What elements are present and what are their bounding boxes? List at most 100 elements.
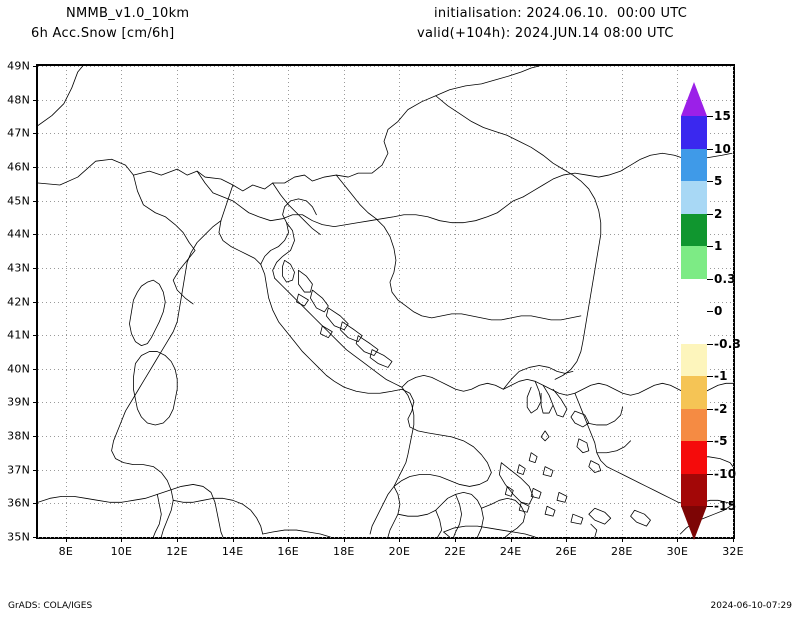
x-axis-label: 22E — [444, 545, 466, 558]
gridline-vertical — [733, 66, 734, 537]
gridline-horizontal — [38, 234, 733, 236]
y-axis-label: 46N — [7, 160, 30, 174]
x-axis-tick — [455, 537, 456, 542]
colorbar-tick-label: -0.3 — [714, 336, 742, 351]
colorbar-band — [681, 116, 707, 149]
gridline-horizontal — [38, 200, 733, 202]
x-axis-label: 16E — [277, 545, 299, 558]
colorbar-tick-label: -15 — [714, 499, 737, 513]
y-axis-label: 49N — [7, 59, 30, 73]
coastline-overlay — [38, 66, 733, 537]
gridline-horizontal — [38, 267, 733, 269]
gridline-horizontal — [38, 503, 733, 505]
colorbar-band — [681, 343, 707, 377]
x-axis-label: 18E — [333, 545, 355, 558]
y-axis-tick — [33, 234, 38, 236]
y-axis-tick — [33, 436, 38, 438]
map-plot-area — [36, 64, 735, 539]
colorbar-tick-mark — [707, 376, 713, 377]
colorbar-tick-mark — [707, 213, 713, 215]
gridline-horizontal — [38, 99, 733, 101]
y-axis-tick — [33, 166, 38, 168]
colorbar-tick-label: -2 — [714, 401, 728, 416]
colorbar-band — [681, 213, 707, 247]
colorbar-tick-mark — [707, 148, 713, 150]
x-axis-tick — [733, 537, 734, 542]
x-axis-label: 10E — [110, 545, 133, 558]
generated-timestamp: 2024-06-10-07:29 — [710, 601, 793, 611]
model-name: NMMB_v1.0_10km — [66, 6, 190, 21]
colorbar-tick-label: -5 — [714, 434, 728, 448]
colorbar-band — [681, 311, 707, 344]
colorbar-tick-label: -1 — [714, 369, 728, 383]
x-axis-label: 20E — [388, 545, 411, 558]
colorbar-tick-mark — [707, 311, 713, 312]
y-axis-label: 43N — [7, 261, 30, 275]
y-axis-tick — [33, 301, 38, 303]
y-axis-label: 44N — [7, 227, 30, 241]
x-axis-tick — [566, 537, 568, 542]
x-axis-label: 28E — [611, 545, 633, 558]
x-axis-tick — [399, 537, 401, 542]
x-axis-tick — [65, 537, 67, 542]
colorbar-tick-mark — [707, 441, 713, 442]
y-axis-label: 45N — [7, 194, 30, 208]
x-axis-tick — [177, 537, 178, 542]
x-axis-tick — [232, 537, 234, 542]
y-axis-tick — [33, 469, 38, 471]
colorbar-tick-label: 10 — [714, 141, 732, 156]
y-axis-tick — [33, 503, 38, 505]
y-axis-label: 37N — [7, 463, 30, 477]
x-axis-label: 8E — [58, 545, 73, 558]
credit-text: GrADS: COLA/IGES — [8, 601, 93, 611]
y-axis-tick — [33, 99, 38, 101]
x-axis-tick — [621, 537, 623, 542]
colorbar-tick-mark — [707, 473, 713, 475]
x-axis-tick — [121, 537, 123, 542]
x-axis-tick — [343, 537, 345, 542]
colorbar-tick-mark — [707, 343, 713, 345]
gridline-horizontal — [38, 537, 733, 538]
x-axis-tick — [677, 537, 679, 542]
x-axis-label: 14E — [221, 545, 244, 558]
gridline-horizontal — [38, 436, 733, 438]
x-axis-label: 30E — [666, 545, 689, 558]
colorbar-band — [681, 408, 707, 442]
colorbar-tick-label: 1 — [714, 239, 723, 253]
gridline-horizontal — [38, 133, 733, 135]
colorbar-band — [681, 441, 707, 474]
colorbar-arrow-bottom — [681, 506, 707, 540]
y-axis-label: 42N — [7, 295, 30, 308]
gridline-horizontal — [38, 166, 733, 168]
y-axis-label: 41N — [7, 328, 30, 342]
colorbar-tick-label: 5 — [714, 174, 723, 188]
x-axis-label: 24E — [499, 545, 522, 558]
colorbar-tick-mark — [707, 246, 713, 247]
gridline-horizontal — [38, 368, 733, 370]
colorbar-band — [681, 181, 707, 214]
colorbar-tick-label: -10 — [714, 466, 737, 481]
x-axis-tick — [510, 537, 512, 542]
gridline-horizontal — [38, 469, 733, 471]
colorbar — [681, 82, 707, 540]
y-axis-label: 40N — [7, 362, 30, 376]
colorbar-tick-mark — [707, 116, 713, 117]
colorbar-tick-mark — [707, 278, 713, 280]
y-axis-tick — [33, 335, 38, 337]
x-axis-tick — [288, 537, 290, 542]
valid-time: valid(+104h): 2024.JUN.14 08:00 UTC — [417, 26, 674, 41]
gridline-horizontal — [38, 66, 733, 67]
colorbar-tick-mark — [707, 408, 713, 410]
colorbar-tick-label: 2 — [714, 206, 723, 221]
y-axis-tick — [33, 267, 38, 269]
colorbar-tick-label: 0.3 — [714, 271, 736, 286]
initialisation-time: initialisation: 2024.06.10. 00:00 UTC — [434, 6, 688, 21]
y-axis-label: 48N — [7, 93, 30, 107]
colorbar-band — [681, 148, 707, 182]
colorbar-tick-mark — [707, 506, 713, 507]
y-axis-tick — [33, 200, 38, 202]
colorbar-band — [681, 278, 707, 312]
y-axis-tick — [33, 133, 38, 135]
y-axis-label: 39N — [7, 395, 30, 409]
field-name: 6h Acc.Snow [cm/6h] — [31, 26, 175, 41]
